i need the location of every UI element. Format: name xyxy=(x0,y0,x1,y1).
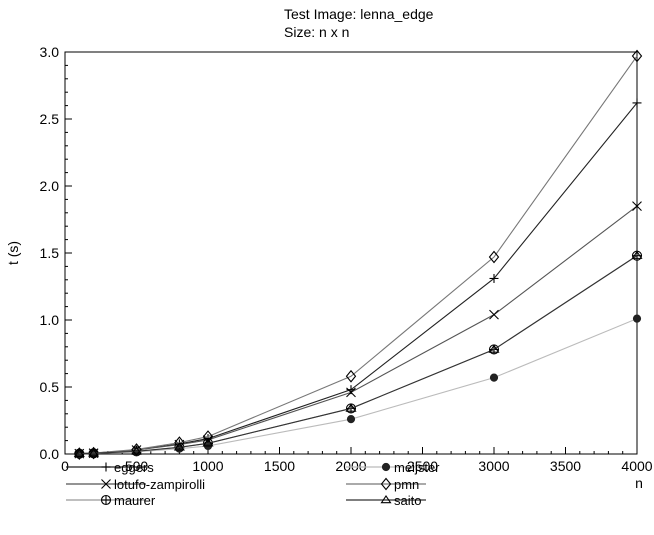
legend-item-lotufo-zampirolli: lotufo-zampirolli xyxy=(66,477,205,492)
x-tick-label: 1500 xyxy=(264,458,295,474)
x-tick-label: 0 xyxy=(61,458,69,474)
chart-title: Test Image: lenna_edge xyxy=(284,6,434,22)
legend-marker xyxy=(380,477,392,491)
legend-label: saito xyxy=(394,493,421,508)
data-point-meijster xyxy=(346,415,356,424)
legend-marker xyxy=(381,462,391,472)
legend-item-maurer: maurer xyxy=(66,493,156,508)
legend-marker xyxy=(380,494,392,504)
data-point-saito xyxy=(88,448,100,457)
legend-marker xyxy=(100,494,112,506)
data-point-saito xyxy=(73,448,85,457)
data-point-pmn xyxy=(174,436,185,449)
y-axis-label: t (s) xyxy=(5,241,21,265)
data-point-eggers xyxy=(632,98,642,108)
data-point-pmn xyxy=(202,430,214,443)
chart-subtitle: Size: n x n xyxy=(284,24,350,40)
series-line-meijster xyxy=(79,318,638,455)
series-line-lotufo-zampirolli xyxy=(79,205,638,455)
data-point-lotufo-zampirolli xyxy=(346,387,356,398)
y-tick-label: 3.0 xyxy=(40,44,60,60)
legend-item-eggers: eggers xyxy=(66,460,154,475)
legend-item-pmn: pmn xyxy=(346,477,426,492)
data-point-pmn xyxy=(345,369,357,383)
data-point-eggers xyxy=(489,273,499,283)
x-tick-label: 3500 xyxy=(550,458,581,474)
legend-label: lotufo-zampirolli xyxy=(114,477,205,492)
y-tick-label: 2.5 xyxy=(40,111,60,127)
x-tick-label: 500 xyxy=(125,458,149,474)
data-point-saito xyxy=(631,250,643,259)
legend-item-saito: saito xyxy=(346,493,426,508)
data-point-meijster xyxy=(489,373,499,382)
x-tick-label: 3000 xyxy=(478,458,509,474)
data-point-saito xyxy=(202,438,214,447)
data-point-pmn xyxy=(88,446,99,460)
data-point-lotufo-zampirolli xyxy=(489,309,499,320)
x-tick-label: 2500 xyxy=(407,458,438,474)
data-point-lotufo-zampirolli xyxy=(632,201,642,211)
data-point-saito xyxy=(345,403,357,412)
series-line-maurer xyxy=(79,255,638,455)
x-axis-label: n xyxy=(635,475,643,491)
data-point-pmn xyxy=(488,250,500,264)
y-tick-label: 0.5 xyxy=(40,379,60,395)
data-point-meijster xyxy=(632,314,642,323)
legend-label: meijster xyxy=(394,460,440,475)
legend-label: eggers xyxy=(114,460,154,475)
y-tick-label: 1.0 xyxy=(40,312,60,328)
y-tick-label: 1.5 xyxy=(40,245,60,261)
series-line-saito xyxy=(79,255,638,455)
legend-label: maurer xyxy=(114,493,156,508)
x-tick-label: 1000 xyxy=(192,458,223,474)
data-point-pmn xyxy=(74,447,85,460)
legend-marker xyxy=(101,479,111,489)
x-tick-label: 4000 xyxy=(621,458,652,474)
legend-label: pmn xyxy=(394,477,419,492)
data-point-saito xyxy=(488,344,500,353)
y-tick-label: 2.0 xyxy=(40,178,60,194)
legend-item-meijster: meijster xyxy=(346,460,440,475)
series-line-pmn xyxy=(79,55,638,455)
y-tick-label: 0.0 xyxy=(40,446,60,462)
data-point-saito xyxy=(173,442,185,451)
data-point-saito xyxy=(130,446,143,455)
data-point-pmn xyxy=(631,49,643,63)
x-tick-label: 2000 xyxy=(335,458,366,474)
legend-marker xyxy=(101,462,111,472)
series-line-eggers xyxy=(79,102,638,455)
data-point-pmn xyxy=(131,443,142,456)
